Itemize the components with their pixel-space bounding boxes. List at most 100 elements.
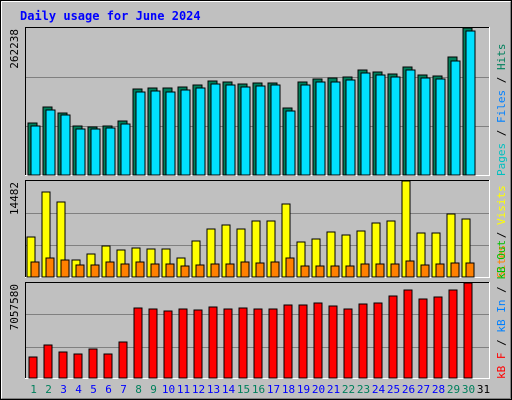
legend-hits-files-pages-part: Pages	[495, 143, 508, 176]
bar-kbytes-day-21	[328, 305, 338, 379]
bar-files-day-22	[345, 79, 356, 176]
bar-files-day-5	[90, 128, 101, 176]
chart-panels: 262238 14482 7057580	[8, 27, 490, 379]
bar-sites-day-26	[405, 260, 415, 278]
bar-sites-day-29	[450, 262, 460, 278]
bar-kbytes-day-10	[163, 310, 173, 379]
bar-kbytes-day-27	[418, 298, 428, 379]
bar-sites-day-6	[105, 261, 115, 278]
bar-sites-day-24	[375, 263, 385, 278]
panel-max-label: 7057580	[8, 284, 21, 330]
bar-kbytes-day-18	[283, 304, 293, 379]
x-axis-day-labels: 1 2 3 4 5 6 7 8 9 10 11 12 13 14 15 16 17 18 19 20 21 22 23 24 2…	[30, 383, 490, 396]
bar-files-day-7	[120, 123, 131, 176]
legend-hits-files-pages-part: /	[495, 123, 508, 143]
legend-hits-files-pages: Pages / Files / Hits	[495, 44, 508, 177]
day-label-11: 11	[177, 383, 190, 396]
bar-kbytes-day-23	[358, 303, 368, 379]
day-label-20: 20	[312, 383, 325, 396]
bar-kbytes-day-17	[268, 308, 278, 379]
bar-files-day-6	[105, 127, 116, 176]
legend-sites-visits-part: Sites	[495, 245, 508, 278]
bar-kbytes-day-5	[88, 348, 98, 379]
day-label-13: 13	[207, 383, 220, 396]
bar-sites-day-20	[315, 265, 325, 278]
bar-sites-day-8	[135, 261, 145, 278]
legend-sites-visits: Sites / Visits	[495, 185, 508, 278]
bar-sites-day-28	[435, 263, 445, 278]
legend-kbytes-part: /	[495, 280, 508, 300]
day-label-30: 30	[462, 383, 475, 396]
bar-sites-day-2	[45, 257, 55, 278]
bar-sites-day-12	[195, 264, 205, 278]
legend-kbytes-part: /	[495, 333, 508, 353]
legend-kbytes-part: kB Out	[495, 240, 508, 280]
day-label-26: 26	[402, 383, 415, 396]
bar-sites-day-10	[165, 263, 175, 278]
bar-kbytes-day-9	[148, 308, 158, 379]
bar-files-day-4	[75, 128, 86, 176]
bar-sites-day-1	[30, 261, 40, 278]
day-label-9: 9	[150, 383, 157, 396]
bar-sites-day-22	[345, 265, 355, 278]
bar-kbytes-day-13	[208, 306, 218, 379]
day-label-27: 27	[417, 383, 430, 396]
day-label-2: 2	[45, 383, 52, 396]
bar-kbytes-day-30	[463, 282, 473, 379]
day-label-1: 1	[30, 383, 37, 396]
bar-files-day-12	[195, 87, 206, 176]
day-label-14: 14	[222, 383, 236, 396]
bar-sites-day-5	[90, 264, 100, 278]
day-label-3: 3	[60, 383, 67, 396]
day-label-6: 6	[105, 383, 112, 396]
legend-kbytes-part: kB In	[495, 300, 508, 333]
legend-kbytes: kB F / kB In / kB Out	[495, 240, 508, 379]
bar-files-day-29	[450, 60, 461, 176]
day-label-18: 18	[282, 383, 295, 396]
legend-sites-visits-part: /	[495, 225, 508, 245]
bar-kbytes-day-20	[313, 302, 323, 379]
bar-sites-day-4	[75, 264, 85, 278]
day-label-25: 25	[387, 383, 400, 396]
bar-kbytes-day-11	[178, 308, 188, 379]
bar-kbytes-day-16	[253, 308, 263, 379]
bar-kbytes-day-14	[223, 308, 233, 379]
bar-kbytes-day-26	[403, 289, 413, 379]
panel-hits-files: 262238	[8, 27, 490, 176]
bar-files-day-8	[135, 91, 146, 176]
day-label-4: 4	[75, 383, 82, 396]
bar-files-day-21	[330, 81, 341, 176]
bar-kbytes-day-4	[73, 353, 83, 379]
legend-hits-files-pages-part: Hits	[495, 44, 508, 71]
bar-kbytes-day-6	[103, 353, 113, 379]
day-label-10: 10	[162, 383, 175, 396]
bar-kbytes-day-7	[118, 341, 128, 379]
panel-max-label: 262238	[8, 29, 21, 69]
bar-sites-day-14	[225, 263, 235, 278]
day-label-29: 29	[447, 383, 460, 396]
bar-files-day-25	[390, 76, 401, 176]
bar-files-day-2	[45, 109, 56, 176]
bar-files-day-3	[60, 114, 71, 176]
bar-sites-day-19	[300, 265, 310, 278]
bar-files-day-13	[210, 83, 221, 176]
bar-files-day-24	[375, 74, 386, 176]
bar-files-day-17	[270, 84, 281, 176]
bar-sites-day-13	[210, 263, 220, 278]
bar-kbytes-day-24	[373, 302, 383, 379]
bar-kbytes-day-12	[193, 309, 203, 379]
legend-hits-files-pages-part: Files	[495, 90, 508, 123]
day-label-7: 7	[120, 383, 127, 396]
day-label-19: 19	[297, 383, 310, 396]
bar-kbytes-day-19	[298, 304, 308, 379]
legend-hits-files-pages-part: /	[495, 70, 508, 90]
bar-sites-day-16	[255, 262, 265, 278]
bar-files-day-9	[150, 90, 161, 176]
bar-files-day-16	[255, 85, 266, 176]
panel-kbytes: 7057580	[8, 282, 490, 379]
bar-kbytes-day-2	[43, 344, 53, 379]
bar-files-day-27	[420, 77, 431, 176]
day-label-31: 31	[477, 383, 490, 396]
bar-files-day-11	[180, 89, 191, 176]
